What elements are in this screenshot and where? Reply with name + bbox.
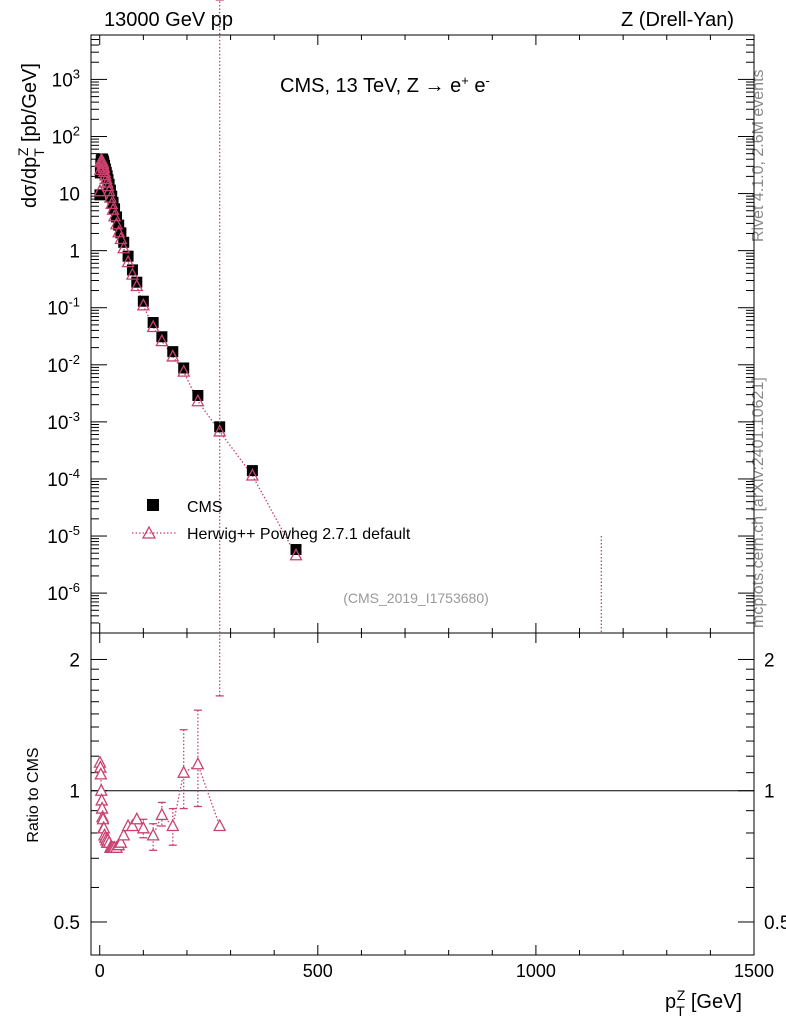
- mc-ratio-point: [94, 783, 108, 796]
- cms-data-point: [94, 189, 106, 201]
- mc-point: [155, 333, 169, 347]
- y-tick-label-main: 10-4: [47, 466, 80, 491]
- y-tick-label-ratio-right: 1: [764, 782, 775, 803]
- y-tick-label-main: 10-3: [47, 409, 80, 434]
- mc-point: [125, 267, 140, 280]
- mc-point: [177, 364, 191, 377]
- mc-point: [109, 216, 124, 230]
- mc-ratio-point: [125, 818, 140, 832]
- x-axis-label: pTZ [GeV]: [665, 987, 742, 1019]
- y-tick-label-main: 1: [69, 242, 80, 263]
- mc-point: [101, 178, 115, 192]
- legend: CMS Herwig++ Powheg 2.7.1 default: [132, 499, 411, 543]
- ratio-panel: 0 500 1000 1500 0.5 0.5 1 1 2 2: [54, 632, 786, 981]
- x-tick-label: 1000: [516, 961, 556, 981]
- mc-ratio-point: [191, 756, 205, 770]
- mc-point: [100, 175, 114, 188]
- mc-point: [191, 393, 205, 407]
- mc-ratio-point: [136, 820, 150, 834]
- y-axis-label-main: dσ/dpTZ [pb/GeV]: [15, 63, 47, 208]
- main-panel-marks: [93, 153, 602, 633]
- mc-point: [130, 278, 144, 292]
- y-tick-label-ratio-right: 2: [764, 650, 775, 671]
- cms-data-point: [147, 317, 159, 329]
- y-tick-label-main: 10: [59, 185, 80, 206]
- mc-point: [105, 196, 119, 210]
- mc-ratio-point: [177, 765, 191, 778]
- x-tick-label: 1500: [734, 961, 774, 981]
- x-tick-label: 0: [95, 961, 105, 981]
- y-axis-label-ratio: Ratio to CMS: [25, 747, 42, 842]
- mc-point: [103, 190, 117, 203]
- mc-ratio-point: [117, 827, 131, 841]
- mc-point: [136, 297, 150, 311]
- cms-data-point: [156, 331, 168, 343]
- mc-point: [102, 183, 116, 197]
- mc-ratio-line: [99, 762, 221, 849]
- ratio-panel-marks: [93, 0, 227, 853]
- header-left: 13000 GeV pp: [104, 9, 233, 31]
- y-tick-label-main: 102: [52, 123, 80, 148]
- mc-ratio-point: [155, 807, 169, 821]
- mc-ratio-point: [94, 767, 108, 780]
- y-tick-label-main: 10-6: [47, 580, 80, 605]
- x-tick-label: 500: [303, 961, 333, 981]
- mc-point: [166, 349, 180, 362]
- main-panel-frame: [90, 34, 755, 634]
- y-tick-label-ratio-right: 0.5: [764, 913, 786, 934]
- y-tick-label-ratio: 1: [69, 782, 80, 803]
- header-right: Z (Drell-Yan): [621, 9, 734, 31]
- mc-point: [114, 231, 128, 245]
- mc-ratio-point: [213, 818, 227, 832]
- plot-title: CMS, 13 TeV, Z → e+ e-: [280, 73, 490, 98]
- cms-data-point: [131, 276, 143, 288]
- cms-data-point: [137, 295, 149, 307]
- y-tick-label-ratio: 0.5: [54, 913, 80, 934]
- ratio-panel-frame: [90, 632, 755, 956]
- mc-ratio-point: [166, 818, 180, 832]
- legend-marker-mc: [141, 525, 157, 539]
- y-tick-label-main: 10-5: [47, 523, 80, 548]
- main-panel: 10-6 10-5 10-4 10-3 10-2 10-1 1 10 102 103: [47, 34, 755, 634]
- mc-point: [289, 547, 303, 561]
- mc-point: [245, 468, 259, 481]
- mc-ratio-point: [114, 835, 128, 848]
- analysis-label: (CMS_2019_I1753680): [343, 590, 489, 606]
- mc-point: [146, 319, 160, 333]
- y-tick-label-main: 103: [52, 66, 80, 91]
- cms-data-point: [178, 362, 190, 374]
- y-tick-label-ratio: 2: [69, 650, 80, 671]
- mc-point: [117, 240, 131, 254]
- legend-label-mc: Herwig++ Powheg 2.7.1 default: [187, 526, 411, 543]
- y-tick-label-main: 10-1: [47, 295, 80, 320]
- legend-label-cms: CMS: [187, 499, 223, 516]
- legend-marker-cms: [147, 499, 159, 511]
- mc-ratio-point: [130, 811, 144, 825]
- mc-point: [121, 254, 135, 268]
- mc-series-line: [99, 159, 297, 556]
- y-tick-label-main: 10-2: [47, 352, 80, 377]
- mc-ratio-point: [146, 827, 160, 841]
